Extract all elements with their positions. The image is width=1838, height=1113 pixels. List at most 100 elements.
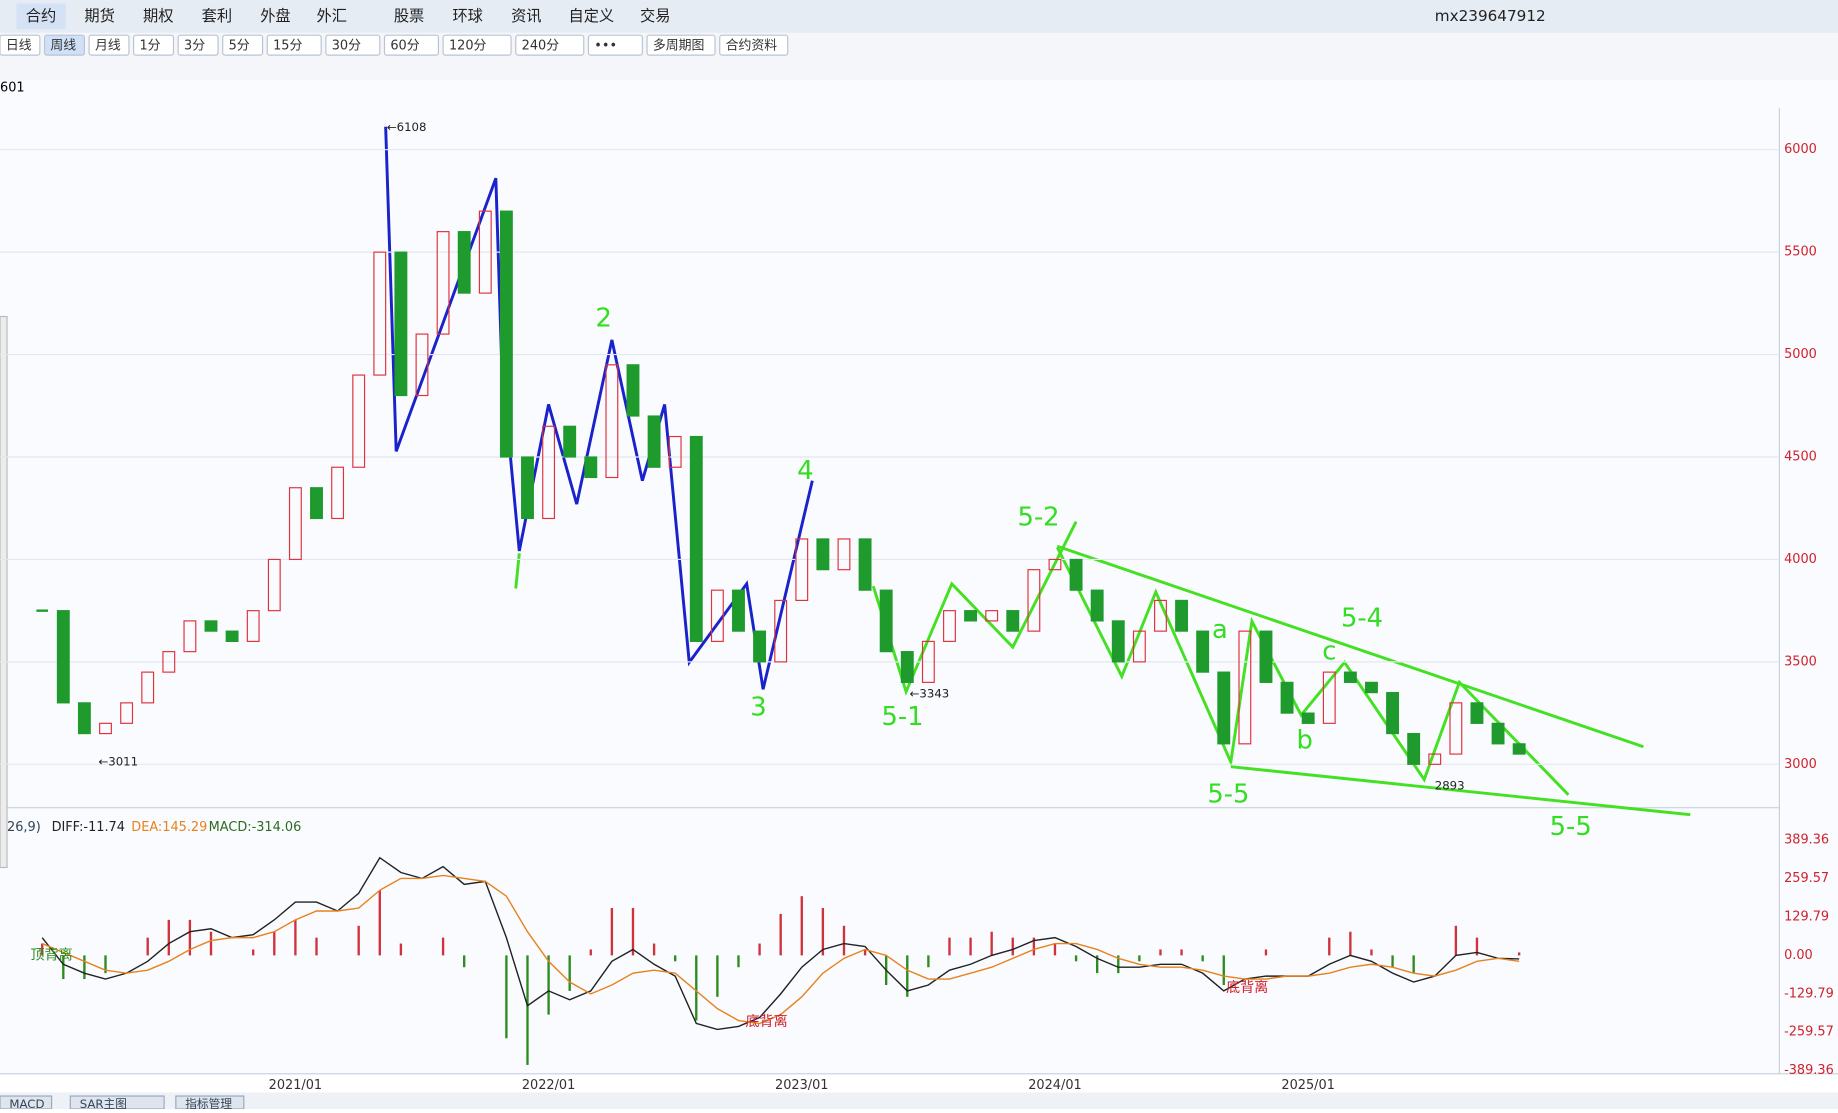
extreme-label: ←3343: [910, 687, 950, 701]
period-label: 60分: [390, 38, 419, 53]
candle: [1196, 630, 1210, 673]
candle: [141, 671, 155, 704]
macd-bar: [83, 955, 86, 980]
symbol: 601: [0, 80, 25, 95]
menu-item[interactable]: 股票: [394, 7, 424, 25]
macd-bar: [674, 955, 677, 962]
macd-bar: [1475, 937, 1479, 956]
candle: [563, 425, 577, 458]
candle: [457, 231, 471, 294]
macd-bar: [969, 937, 972, 956]
candle: [753, 630, 767, 663]
period-button[interactable]: [383, 34, 439, 56]
period-label: 120分: [449, 38, 487, 53]
candle: [1154, 599, 1167, 632]
period-button[interactable]: [325, 34, 381, 56]
candle: [1386, 692, 1400, 735]
menu-item[interactable]: 外盘: [260, 7, 290, 25]
y2-tick-label: 259.57: [1784, 871, 1829, 886]
macd-bar: [800, 896, 803, 956]
macd-bar: [146, 937, 149, 956]
tab-label: 指标管理: [185, 1097, 232, 1109]
macd-bar: [652, 943, 656, 956]
x-tick-label: 2023/01: [775, 1078, 829, 1093]
candle: [478, 210, 492, 294]
menu-item[interactable]: 环球: [452, 7, 482, 25]
macd-bar: [716, 955, 719, 997]
period-button[interactable]: [646, 34, 716, 56]
macd-bar: [1391, 955, 1394, 968]
period-button[interactable]: [88, 34, 130, 56]
period-label: 15分: [273, 38, 302, 53]
macd-header: MACD:-314.06: [209, 820, 302, 835]
macd-bar: [441, 937, 445, 956]
y-tick-label: 5000: [1784, 347, 1817, 362]
y-tick-label: 6000: [1784, 142, 1817, 157]
macd-bar: [1412, 955, 1415, 974]
candle: [1238, 630, 1252, 745]
macd-bar: [1222, 955, 1225, 985]
candle: [352, 374, 366, 468]
wave-label: a: [1212, 615, 1228, 645]
candle: [1006, 610, 1020, 632]
candle: [879, 589, 893, 653]
period-button[interactable]: [0, 34, 41, 56]
period-button[interactable]: [587, 34, 643, 56]
menu-item[interactable]: 套利: [202, 7, 232, 25]
period-button[interactable]: [43, 34, 85, 56]
period-label: 240分: [522, 38, 560, 53]
macd-bar: [1053, 943, 1057, 956]
menu-item[interactable]: 外汇: [316, 7, 346, 25]
macd-bar: [927, 955, 930, 968]
y2-tick-label: -129.79: [1784, 986, 1834, 1001]
macd-bar: [1117, 955, 1120, 974]
period-button[interactable]: [719, 34, 789, 56]
menu-item[interactable]: 期货: [84, 7, 114, 25]
candle: [837, 538, 851, 571]
extreme-label: ←6108: [387, 120, 427, 134]
period-label: 日线: [6, 38, 32, 53]
wave-label: c: [1322, 636, 1336, 666]
macd-bar: [357, 925, 360, 956]
macd-bar: [1349, 931, 1352, 956]
menu-item[interactable]: 期权: [143, 7, 173, 25]
period-button[interactable]: [133, 34, 175, 56]
macd-bar: [1180, 949, 1183, 956]
y2-tick-label: -389.36: [1784, 1063, 1834, 1078]
macd-bar: [779, 913, 782, 956]
tab-label: MACD: [9, 1097, 44, 1109]
period-label: 多周期图: [653, 38, 705, 53]
y2-tick-label: 0.00: [1784, 948, 1813, 963]
candle: [56, 610, 70, 704]
period-button[interactable]: [222, 34, 264, 56]
user-name: mx239647912: [1435, 7, 1546, 25]
menu-item[interactable]: 自定义: [569, 7, 615, 25]
menu-item[interactable]: 资讯: [511, 7, 541, 25]
menu-item[interactable]: 交易: [640, 7, 670, 25]
macd-annotation: 顶背离: [30, 946, 72, 963]
macd-bar: [526, 955, 529, 1065]
wave-label: 4: [797, 456, 813, 486]
wave-label: 5-2: [1017, 503, 1059, 533]
candle: [1365, 681, 1378, 694]
macd-bar: [378, 890, 381, 956]
wave-label: 5-1: [881, 702, 923, 732]
period-button[interactable]: [266, 34, 322, 56]
candle: [499, 210, 513, 458]
candle: [732, 589, 745, 632]
period-button[interactable]: [177, 34, 219, 56]
macd-bar: [1517, 952, 1521, 956]
y-tick-label: 4500: [1784, 450, 1817, 465]
macd-bar: [695, 955, 698, 1021]
period-button[interactable]: [515, 34, 585, 56]
menu-item[interactable]: 合约: [26, 7, 56, 25]
macd-bar: [167, 919, 170, 956]
macd-header: DEA:145.29: [131, 820, 207, 835]
candle: [647, 415, 661, 468]
period-button[interactable]: [442, 34, 512, 56]
period-label: 月线: [95, 38, 121, 53]
macd-bar: [1159, 949, 1162, 956]
candle: [331, 466, 345, 520]
period-label: 1分: [139, 38, 160, 53]
